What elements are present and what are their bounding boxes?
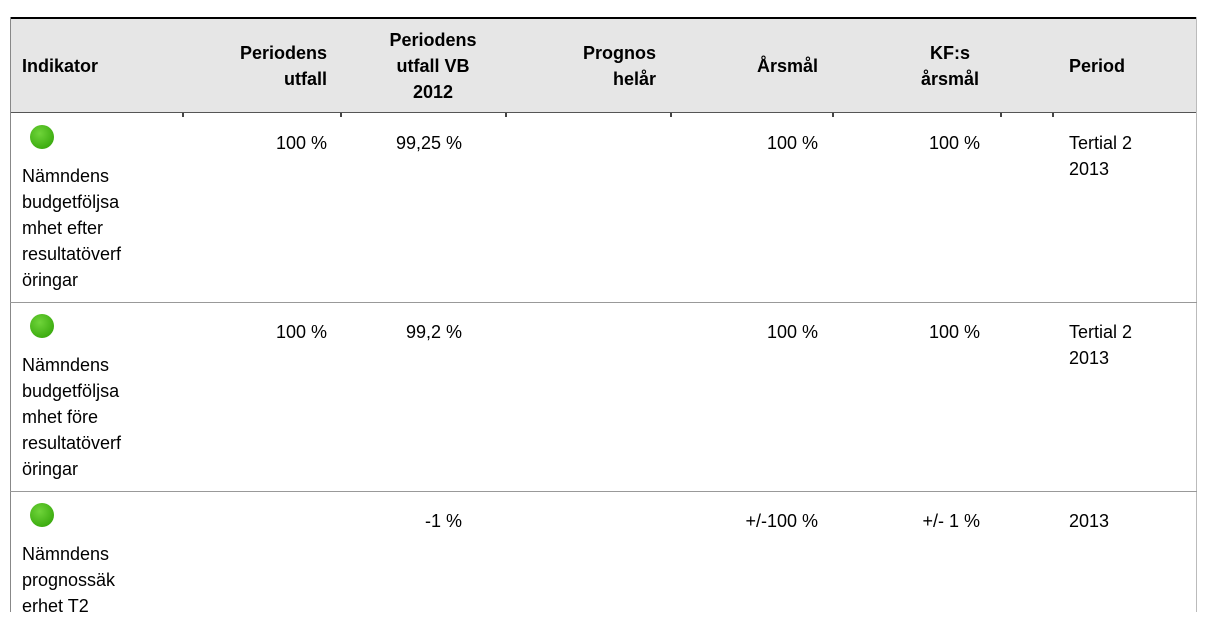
header-cell: KF:s årsmål (915, 19, 985, 113)
value-cell: Tertial 2 2013 (1069, 322, 1133, 368)
value-cell: +/- 1 % (922, 511, 980, 531)
indicator-text: öringar (22, 270, 79, 290)
row-border (10, 491, 1197, 492)
column-tick (1000, 113, 1002, 117)
indicator-text: erhet T2 (22, 596, 89, 616)
header-background (10, 19, 1197, 113)
column-tick (340, 113, 342, 117)
column-tick (1052, 113, 1054, 117)
value-cell: 100 % (928, 133, 980, 153)
value-cell: +/-100 % (745, 511, 818, 531)
header-text: Periodens utfall VB 2012 (389, 30, 477, 102)
header-text: KF:s årsmål (920, 43, 980, 89)
indicator-text: resultatöverf (22, 433, 122, 453)
header-text: Period (1069, 56, 1126, 76)
row-border (10, 302, 1197, 303)
header-text: Indikator (22, 56, 99, 76)
value-cell: 100 % (766, 133, 818, 153)
column-tick (505, 113, 507, 117)
status-indicator (30, 314, 54, 338)
header-cell: Prognos helår (566, 19, 656, 113)
indicator-text: Nämndens (22, 166, 110, 186)
value-cell: 100 % (275, 133, 327, 153)
header-text: Periodens utfall (239, 43, 327, 89)
top-border (10, 17, 1197, 19)
value-cell: 100 % (275, 322, 327, 342)
column-tick (182, 113, 184, 117)
value-cell: 99,25 % (395, 133, 462, 153)
value-cell: 2013 (1069, 511, 1110, 531)
column-tick (670, 113, 672, 117)
value-cell: -1 % (424, 511, 462, 531)
left-border (10, 17, 11, 612)
indicator-text: budgetföljsa (22, 192, 120, 212)
status-indicator (30, 503, 54, 527)
indicator-text: mhet efter (22, 218, 104, 238)
right-border (1196, 17, 1197, 612)
indicator-text: Nämndens (22, 355, 110, 375)
header-text: Årsmål (756, 56, 818, 76)
indicator-text: öringar (22, 459, 79, 479)
header-cell: Indikator (22, 19, 152, 113)
column-tick (832, 113, 834, 117)
indicator-text: budgetföljsa (22, 381, 120, 401)
value-cell: Tertial 2 2013 (1069, 133, 1133, 179)
value-cell: 99,2 % (405, 322, 462, 342)
value-cell: 100 % (766, 322, 818, 342)
indicator-text: Nämndens (22, 544, 110, 564)
status-indicator (30, 125, 54, 149)
indicator-text: resultatöverf (22, 244, 122, 264)
header-cell: Periodens utfall VB 2012 (378, 19, 488, 113)
indicator-text: mhet före (22, 407, 99, 427)
header-cell: Årsmål (698, 19, 818, 113)
header-cell: Periodens utfall (200, 19, 327, 113)
header-text: Prognos helår (582, 43, 656, 89)
header-border (10, 112, 1197, 113)
header-cell: Period (1069, 19, 1179, 113)
indicator-text: prognossäk (22, 570, 116, 590)
value-cell: 100 % (928, 322, 980, 342)
